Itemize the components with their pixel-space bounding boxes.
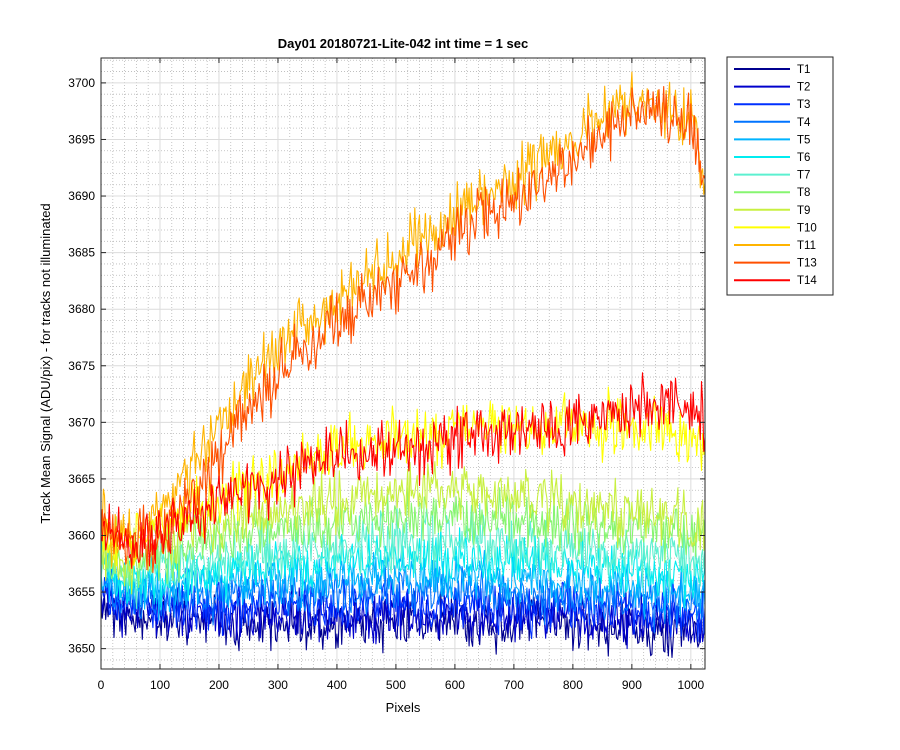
legend-label-t8: T8: [797, 187, 810, 199]
series-line-t5: [101, 545, 705, 621]
x-tick-label: 300: [268, 678, 288, 692]
series-line-t9: [101, 461, 705, 595]
x-ticks: 0 100 200 300 400 500 600 700 800 900 1000: [98, 58, 705, 692]
series-line-t4: [101, 563, 705, 634]
y-tick-label: 3690: [68, 189, 95, 203]
y-tick-label: 3680: [68, 302, 95, 316]
y-axis-label: Track Mean Signal (ADU/pix) - for tracks…: [38, 203, 53, 523]
legend-label-t4: T4: [797, 117, 811, 129]
chart-title: Day01 20180721-Lite-042 int time = 1 sec: [278, 36, 528, 51]
legend-label-t1: T1: [797, 64, 810, 76]
x-tick-label: 400: [327, 678, 347, 692]
series-line-t10: [101, 386, 705, 567]
series-line-t14: [101, 372, 705, 569]
legend-label-t5: T5: [797, 134, 810, 146]
x-tick-label: 700: [504, 678, 524, 692]
plot-frame: [100, 57, 706, 670]
y-tick-label: 3700: [68, 76, 95, 90]
y-tick-label: 3650: [68, 642, 95, 656]
series-line-t13: [101, 86, 705, 574]
legend-label-t13: T13: [797, 258, 817, 270]
x-tick-label: 0: [98, 678, 105, 692]
legend: T1 T2 T3 T4 T5 T6 T7 T8 T9 T10 T11 T13 T14: [726, 56, 834, 296]
x-tick-label: 200: [209, 678, 229, 692]
x-tick-label: 100: [150, 678, 170, 692]
y-tick-label: 3655: [68, 585, 95, 599]
legend-label-t14: T14: [797, 275, 817, 287]
x-tick-label: 900: [622, 678, 642, 692]
x-tick-label: 800: [563, 678, 583, 692]
legend-label-t2: T2: [797, 82, 810, 94]
legend-label-t10: T10: [797, 222, 817, 234]
series-layer: [101, 71, 705, 659]
legend-label-t11: T11: [797, 240, 816, 252]
legend-label-t9: T9: [797, 205, 810, 217]
legend-label-t3: T3: [797, 99, 810, 111]
legend-label-t6: T6: [797, 152, 810, 164]
series-line-t11: [101, 71, 705, 567]
series-line-t3: [101, 576, 705, 642]
y-tick-label: 3665: [68, 472, 95, 486]
legend-box: [726, 56, 834, 296]
x-tick-label: 500: [386, 678, 406, 692]
y-tick-label: 3670: [68, 415, 95, 429]
y-tick-label: 3685: [68, 246, 95, 260]
y-tick-label: 3660: [68, 528, 95, 542]
x-tick-label: 1000: [677, 678, 704, 692]
y-tick-label: 3695: [68, 132, 95, 146]
x-axis-label: Pixels: [386, 700, 421, 715]
series-line-t2: [101, 581, 705, 650]
y-tick-label: 3675: [68, 359, 95, 373]
legend-label-t7: T7: [797, 170, 810, 182]
x-tick-label: 600: [445, 678, 465, 692]
y-ticks: 3650 3655 3660 3665 3670 3675 3680 3685 3690 3695…: [68, 76, 705, 656]
